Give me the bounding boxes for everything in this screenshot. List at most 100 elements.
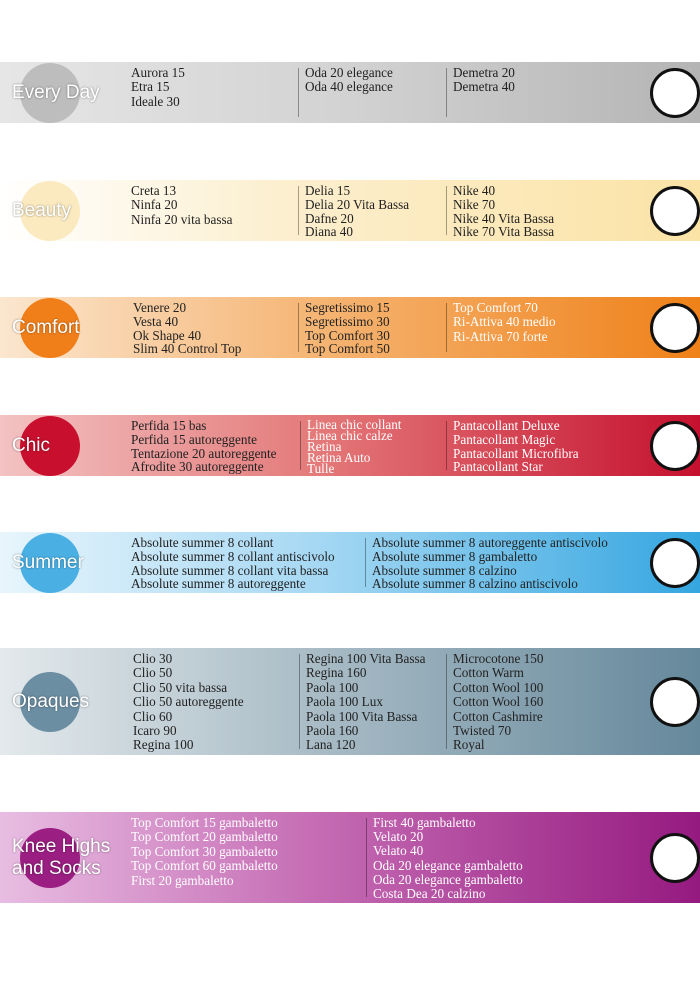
- divider: [298, 303, 299, 352]
- item: Regina 100 Vita Bassa: [306, 651, 426, 666]
- item: Absolute summer 8 collant vita bassa: [131, 562, 329, 578]
- badge: [20, 532, 80, 593]
- item: Cotton Cashmire: [453, 708, 543, 724]
- item: Vesta 40: [133, 313, 179, 329]
- title-line: Beauty: [12, 199, 72, 221]
- band: [0, 648, 700, 755]
- item: Top Comfort 70: [453, 300, 538, 315]
- item: Regina 160: [306, 665, 367, 681]
- item: Nike 40: [453, 183, 496, 198]
- item: Icaro 90: [133, 723, 177, 739]
- item: Linea chic collant: [307, 417, 402, 432]
- section-title: Chic: [12, 435, 50, 457]
- title-line: Knee Highs: [12, 835, 111, 857]
- item: Ninfa 20 vita bassa: [131, 211, 233, 227]
- divider: [298, 68, 299, 117]
- item: Top Comfort 15 gambaletto: [131, 815, 278, 830]
- item: Cotton Warm: [453, 665, 524, 681]
- item: Tulle: [307, 461, 335, 476]
- title-line: Every Day: [12, 81, 100, 103]
- item: Microcotone 150: [453, 651, 544, 666]
- divider: [446, 654, 447, 749]
- item: Lana 120: [306, 737, 356, 753]
- item: Paola 100: [306, 679, 359, 695]
- item: Linea chic calze: [307, 428, 393, 443]
- item: Pantacollant Microfibra: [453, 445, 579, 461]
- item: Cotton Wool 160: [453, 694, 544, 710]
- item: Tentazione 20 autoreggente: [131, 445, 277, 461]
- item: Top Comfort 30: [305, 327, 390, 343]
- item: Clio 50: [133, 665, 173, 681]
- item: Top Comfort 20 gambaletto: [131, 829, 278, 845]
- item: Afrodite 30 autoreggente: [131, 459, 264, 475]
- item: Etra 15: [131, 79, 170, 95]
- item: Ri-Attiva 40 medio: [453, 314, 556, 330]
- badge: [20, 415, 80, 476]
- item: First 40 gambaletto: [373, 815, 476, 830]
- item-list: Segretissimo 15 Segretissimo 30 Top Comfor…: [305, 301, 390, 356]
- section-title: Opaques: [12, 691, 89, 713]
- item: Nike 70 Vita Bassa: [453, 224, 555, 240]
- section-title: Comfort: [12, 317, 80, 339]
- band: [0, 812, 700, 903]
- divider: [365, 538, 366, 587]
- item: Dafne 20: [305, 210, 354, 226]
- item: Absolute summer 8 calzino antiscivolo: [372, 576, 578, 592]
- divider: [446, 303, 447, 352]
- divider: [446, 186, 447, 235]
- item-list: Oda 20 elegance Oda 40 elegance: [305, 65, 393, 95]
- item-list: Clio 30 Clio 50 Clio 50 vita bassa Clio 50 …: [133, 651, 244, 753]
- item: Costa Dea 20 calzino: [373, 885, 486, 901]
- category-icon: [650, 302, 700, 353]
- title-line: Opaques: [12, 690, 90, 712]
- item: Diana 40: [305, 224, 353, 240]
- item-list: Top Comfort 15 gambaletto Top Comfort 20 …: [131, 815, 278, 888]
- item: Perfida 15 autoreggente: [131, 431, 257, 447]
- band: [0, 180, 700, 241]
- item: Demetra 20: [453, 65, 515, 80]
- item: Ok Shape 40: [133, 327, 202, 343]
- item: Regina 100: [133, 737, 194, 753]
- item: Aurora 15: [131, 65, 185, 80]
- item: Clio 50 vita bassa: [133, 679, 228, 695]
- item: Royal: [453, 737, 485, 753]
- item: Cotton Wool 100: [453, 679, 544, 695]
- item: Oda 20 elegance gambaletto: [373, 857, 523, 873]
- title-line: Comfort: [12, 316, 80, 338]
- divider: [366, 818, 367, 897]
- item: Twisted 70: [453, 723, 512, 739]
- item: Oda 20 elegance: [305, 65, 393, 80]
- item: Oda 40 elegance: [305, 79, 393, 95]
- title-line: Chic: [12, 434, 51, 456]
- title-line: Summer: [12, 551, 84, 573]
- item: Absolute summer 8 autoreggente antiscivo…: [372, 535, 608, 550]
- category-icon: [650, 420, 700, 471]
- item: Clio 30: [133, 651, 173, 666]
- item: Absolute summer 8 autoreggente: [131, 576, 306, 592]
- item: Perfida 15 bas: [131, 418, 207, 433]
- item-list: Regina 100 Vita Bassa Regina 160 Paola 100…: [306, 651, 426, 753]
- item: Top Comfort 60 gambaletto: [131, 858, 278, 874]
- item: Paola 160: [306, 723, 359, 739]
- item: Clio 60: [133, 708, 173, 724]
- divider: [446, 421, 447, 470]
- category-icon: [650, 676, 700, 727]
- title-line: and Socks: [12, 857, 101, 879]
- category-icon: [650, 185, 700, 236]
- item-list: Linea chic collant Linea chic calze Retina…: [307, 417, 402, 476]
- category-icon: [650, 67, 700, 118]
- item-list: Perfida 15 bas Perfida 15 autoreggente Ten…: [131, 419, 277, 474]
- item: Segretissimo 15: [305, 300, 390, 315]
- item: Top Comfort 50: [305, 341, 390, 357]
- item: Pantacollant Magic: [453, 431, 556, 447]
- item: Paola 100 Lux: [306, 694, 383, 710]
- item: Nike 70: [453, 196, 496, 212]
- item-list: Delia 15 Delia 20 Vita Bassa Dafne 20 Diana…: [305, 184, 409, 239]
- item: Top Comfort 30 gambaletto: [131, 843, 278, 859]
- badge: [20, 827, 80, 888]
- item-list: Microcotone 150 Cotton Warm Cotton Wool 10…: [453, 651, 544, 753]
- divider: [298, 186, 299, 235]
- item: Retina: [307, 439, 342, 454]
- band: [0, 297, 700, 358]
